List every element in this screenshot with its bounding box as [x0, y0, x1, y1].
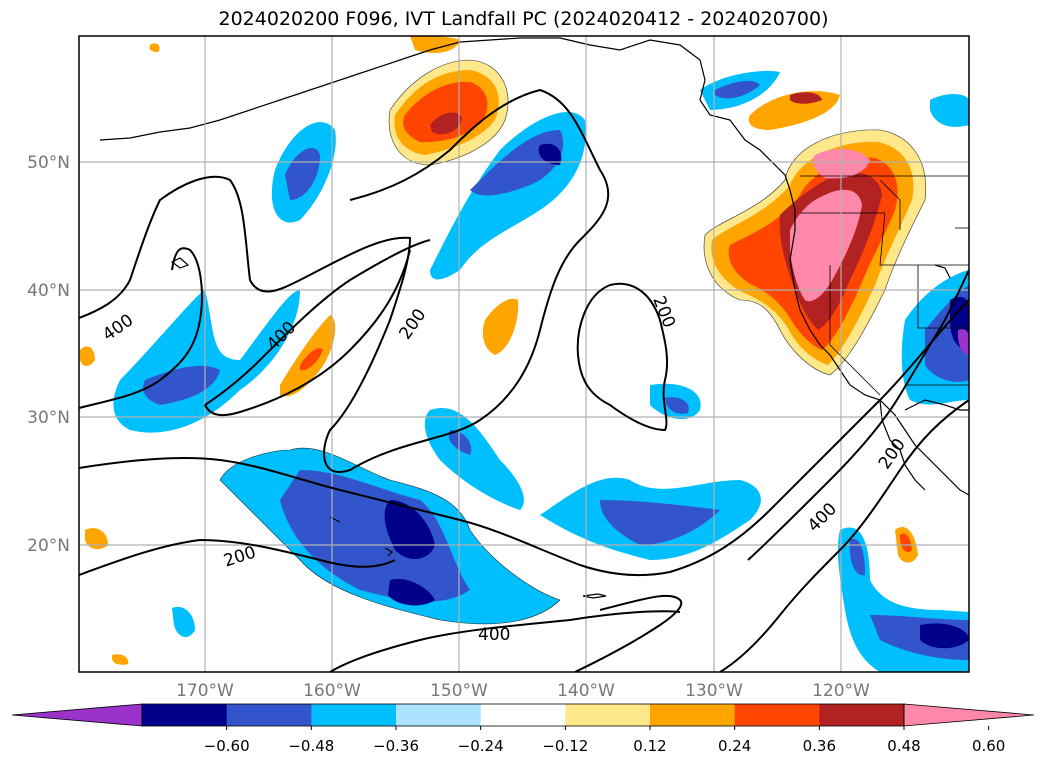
colorbar-tick-label: −0.24 [458, 737, 504, 755]
mean-ivt-contours [79, 88, 969, 672]
lat-label: 40°N [27, 281, 70, 301]
colorbar-segment [650, 704, 736, 726]
borders [800, 175, 969, 396]
lon-label: 120°W [812, 681, 870, 701]
latitude-labels: 50°N 40°N 30°N 20°N [27, 153, 70, 556]
colorbar-segment [396, 704, 482, 726]
lon-label: 170°W [176, 681, 234, 701]
coastlines [99, 37, 969, 599]
map-title: 2024020200 F096, IVT Landfall PC (202402… [218, 8, 829, 30]
contour-label: 400 [478, 625, 510, 645]
colorbar-tick-label: −0.36 [373, 737, 419, 755]
colorbar-extension-left [11, 703, 143, 727]
colorbar-segment [565, 704, 651, 726]
lon-label: 160°W [303, 681, 361, 701]
colorbar-frame [141, 703, 905, 727]
colorbar-tick-label: 0.60 [972, 737, 1005, 755]
lat-label: 20°N [27, 536, 70, 556]
colorbar-tick-label: −0.12 [542, 737, 588, 755]
colorbar-segment [734, 704, 820, 726]
colorbar-segment [480, 704, 566, 726]
longitude-labels: 170°W 160°W 150°W 140°W 130°W 120°W [176, 681, 870, 701]
colorbar-tick-label: 0.12 [633, 737, 666, 755]
colorbar-segment [142, 704, 228, 726]
colorbar-tick-label: 0.36 [803, 737, 836, 755]
colorbar-tick-label: 0.48 [887, 737, 920, 755]
colorbar-extension-right [903, 703, 1035, 727]
lon-label: 150°W [430, 681, 488, 701]
filled-contours [80, 36, 969, 672]
lat-label: 30°N [27, 408, 70, 428]
lon-label: 140°W [557, 681, 615, 701]
colorbar-labels: −0.60 −0.48 −0.36 −0.24 −0.12 0.12 0.24 0.36 0.4… [204, 726, 1005, 755]
map-frame [78, 35, 970, 673]
colorbar-tick-label: 0.24 [718, 737, 751, 755]
lon-label: 130°W [685, 681, 743, 701]
colorbar-tick-label: −0.60 [204, 737, 250, 755]
colorbar-tick-label: −0.48 [288, 737, 334, 755]
colorbar-segment [819, 704, 905, 726]
map-area: 400 400 200 200 200 400 200 400 [79, 36, 969, 672]
colorbar [11, 703, 1035, 727]
lat-label: 50°N [27, 153, 70, 173]
colorbar-segment [226, 704, 312, 726]
colorbar-segment [311, 704, 397, 726]
